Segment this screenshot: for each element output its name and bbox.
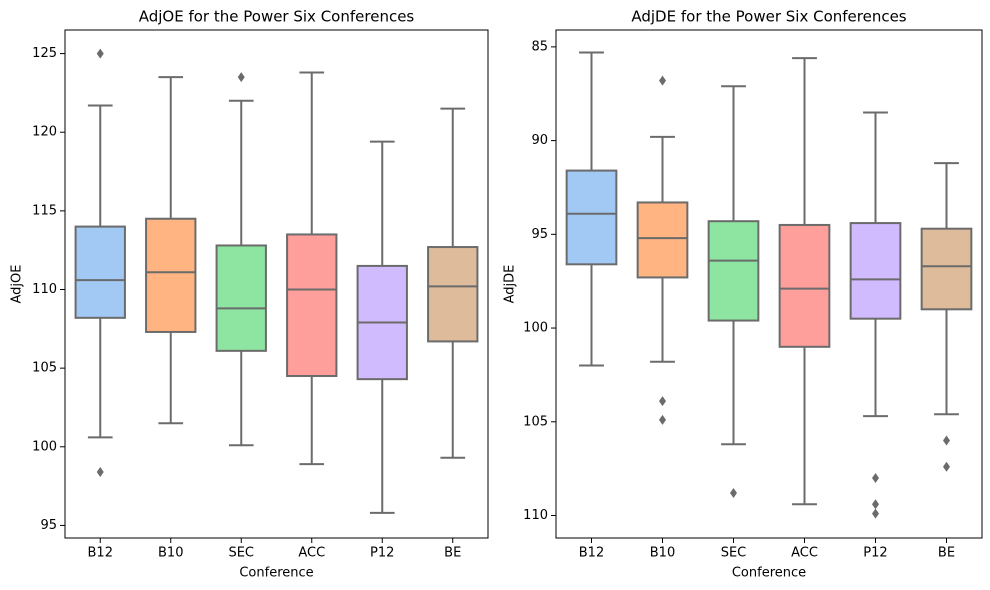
box: [920, 227, 973, 311]
plot-frame: [64, 29, 489, 539]
x-tick-label: P12: [370, 546, 394, 561]
outlier: [659, 414, 666, 425]
box: [145, 217, 197, 333]
y-tick-label: 95: [40, 518, 57, 533]
box: [778, 223, 831, 348]
outlier: [872, 508, 879, 519]
x-tick-label: SEC: [228, 546, 254, 561]
box: [707, 220, 760, 322]
box: [286, 233, 338, 378]
x-axis-label: Conference: [239, 566, 313, 581]
x-axis-label: Conference: [732, 566, 806, 581]
outlier: [872, 473, 879, 484]
outlier: [872, 499, 879, 510]
x-tick-label: ACC: [298, 546, 325, 561]
box: [427, 246, 479, 343]
box: [636, 201, 689, 279]
y-axis-label: AdjOE: [10, 265, 25, 304]
x-tick-label: B10: [650, 546, 675, 561]
outlier: [659, 396, 666, 407]
y-tick-label: 120: [32, 125, 57, 140]
y-tick-label: 95: [531, 227, 548, 242]
y-tick-label: 100: [32, 439, 57, 454]
y-tick-label: 85: [531, 39, 548, 54]
x-tick-label: BE: [444, 546, 461, 561]
outlier: [730, 488, 737, 499]
y-tick-label: 105: [523, 414, 548, 429]
y-tick-label: 100: [523, 321, 548, 336]
plot-frame: [555, 29, 983, 539]
y-tick-label: 125: [32, 46, 57, 61]
x-tick-label: B12: [579, 546, 604, 561]
box: [74, 225, 126, 319]
x-tick-label: SEC: [721, 546, 747, 561]
x-tick-label: ACC: [791, 546, 818, 561]
x-tick-label: B10: [158, 546, 183, 561]
outlier: [96, 48, 104, 59]
x-tick-label: BE: [938, 546, 955, 561]
outlier: [237, 72, 245, 83]
chart-title: AdjOE for the Power Six Conferences: [139, 8, 415, 26]
outlier: [96, 466, 104, 477]
y-tick-label: 115: [32, 203, 57, 218]
chart-title: AdjDE for the Power Six Conferences: [631, 8, 906, 26]
box: [215, 244, 267, 352]
outlier: [943, 435, 950, 446]
y-tick-label: 90: [531, 133, 548, 148]
box: [565, 169, 618, 266]
x-tick-label: P12: [863, 546, 887, 561]
x-tick-label: B12: [88, 546, 113, 561]
outlier: [659, 75, 666, 86]
y-tick-label: 105: [32, 361, 57, 376]
outlier: [943, 461, 950, 472]
y-tick-label: 110: [32, 282, 57, 297]
y-tick-label: 110: [523, 508, 548, 523]
y-axis-label: AdjDE: [503, 265, 518, 304]
box: [849, 222, 902, 320]
